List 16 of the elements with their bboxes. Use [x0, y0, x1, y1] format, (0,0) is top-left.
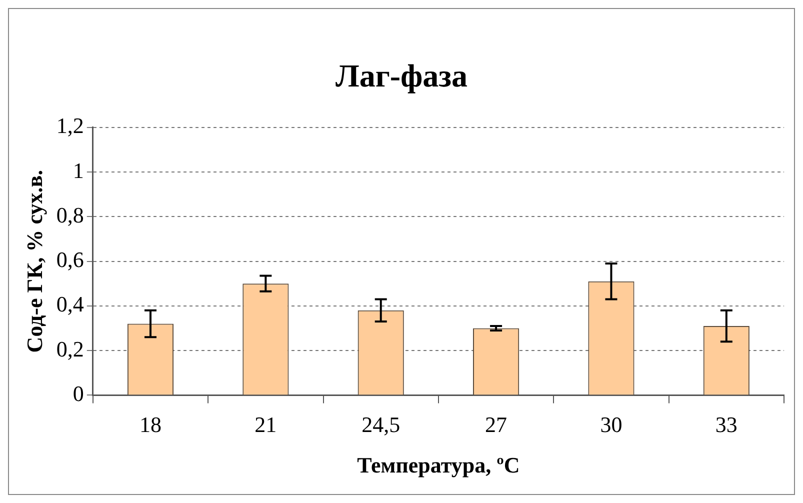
- y-tick-label: 0,4: [56, 292, 84, 317]
- x-tick-label: 24,5: [362, 412, 400, 438]
- y-tick-label: 1: [72, 158, 84, 183]
- chart-title: Лаг-фаза: [335, 57, 468, 94]
- x-axis-title: Температура, ºС: [357, 452, 520, 478]
- x-tick-label: 21: [254, 412, 277, 438]
- x-tick-label: 30: [600, 412, 622, 438]
- y-axis-title: Сод-е ГК, % сух.в.: [22, 170, 47, 353]
- x-tick-label: 33: [715, 412, 738, 438]
- y-tick-label: 0,2: [56, 336, 84, 362]
- y-tick-label: 0,8: [56, 202, 84, 228]
- x-tick-label: 27: [485, 412, 508, 438]
- x-tick-label: 18: [139, 412, 162, 438]
- y-tick-label: 0: [72, 380, 84, 406]
- y-tick-label: 0,6: [56, 247, 84, 272]
- y-tick-label: 1,2: [56, 113, 84, 138]
